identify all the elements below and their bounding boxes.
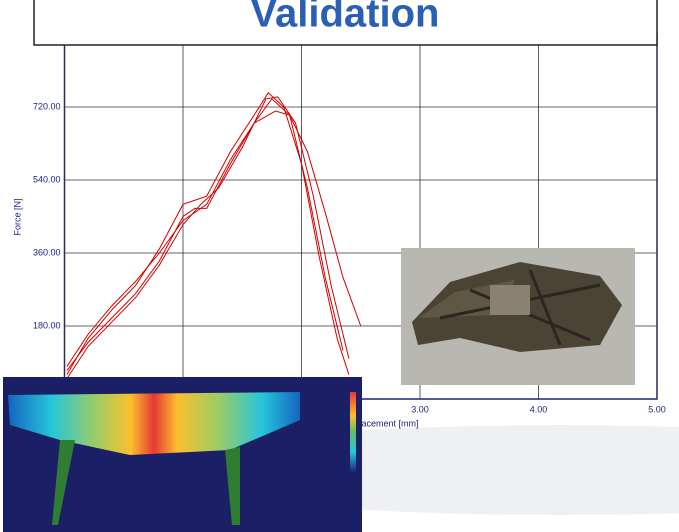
title: Validation: [251, 0, 440, 36]
y-tick-label: 360.00: [33, 247, 61, 257]
x-axis-label: Displacement [mm]: [341, 418, 418, 428]
data-line: [66, 92, 350, 375]
title-box: [33, 0, 658, 46]
photo: [401, 248, 635, 385]
data-line: [66, 110, 362, 367]
data-line: [66, 96, 350, 379]
y-axis-label: Force [N]: [12, 198, 22, 235]
x-tick-label: 3.00: [411, 404, 429, 414]
y-tick-label: 540.00: [33, 174, 61, 184]
x-tick-label: 4.00: [530, 404, 548, 414]
simulation-image: [3, 377, 362, 532]
y-tick-label: 720.00: [33, 101, 61, 111]
data-line: [66, 98, 344, 371]
y-tick-label: 180.00: [33, 320, 61, 330]
x-tick-label: 5.00: [648, 404, 666, 414]
